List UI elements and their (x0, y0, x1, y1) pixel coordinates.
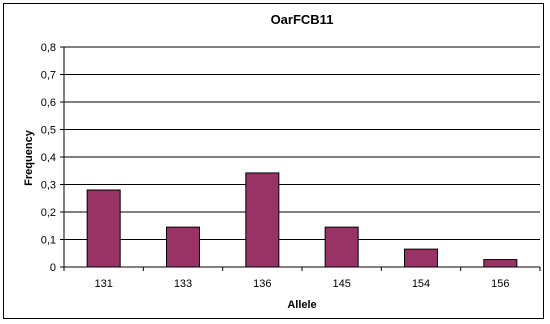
y-tick-label: 0,2 (41, 207, 56, 219)
bar-131 (86, 189, 121, 268)
x-tick-label: 154 (412, 278, 430, 290)
chart-title: OarFCB11 (271, 12, 334, 27)
y-tick-label: 0,4 (41, 152, 56, 164)
bar-156 (483, 259, 518, 268)
x-tick-labels: 131 133 136 145 154 156 (63, 267, 541, 290)
bar-136 (245, 172, 280, 268)
gridlines (64, 46, 540, 240)
y-tick-label: 0,5 (41, 125, 56, 137)
x-tick-label: 131 (94, 278, 112, 290)
y-tick-label: 0,8 (41, 42, 56, 54)
bar-145 (324, 226, 359, 268)
x-tick-label: 156 (491, 278, 509, 290)
y-tick-label: 0,1 (41, 235, 56, 247)
bars (86, 172, 518, 268)
x-tick-label: 145 (332, 278, 350, 290)
x-tick-label: 133 (174, 278, 192, 290)
x-axis-title: Allele (287, 299, 316, 311)
y-tick-label: 0,7 (41, 70, 56, 82)
x-tick-label: 136 (253, 278, 271, 290)
y-tick-label: 0,6 (41, 97, 56, 109)
y-tick-label: 0 (50, 262, 56, 274)
bar-154 (404, 248, 438, 268)
y-tick-labels: 0 0,1 0,2 0,3 0,4 0,5 0,6 0,7 0,8 (41, 42, 64, 274)
y-tick-label: 0,3 (41, 180, 56, 192)
bar-133 (166, 226, 200, 268)
y-axis-title: Frequency (23, 129, 35, 186)
